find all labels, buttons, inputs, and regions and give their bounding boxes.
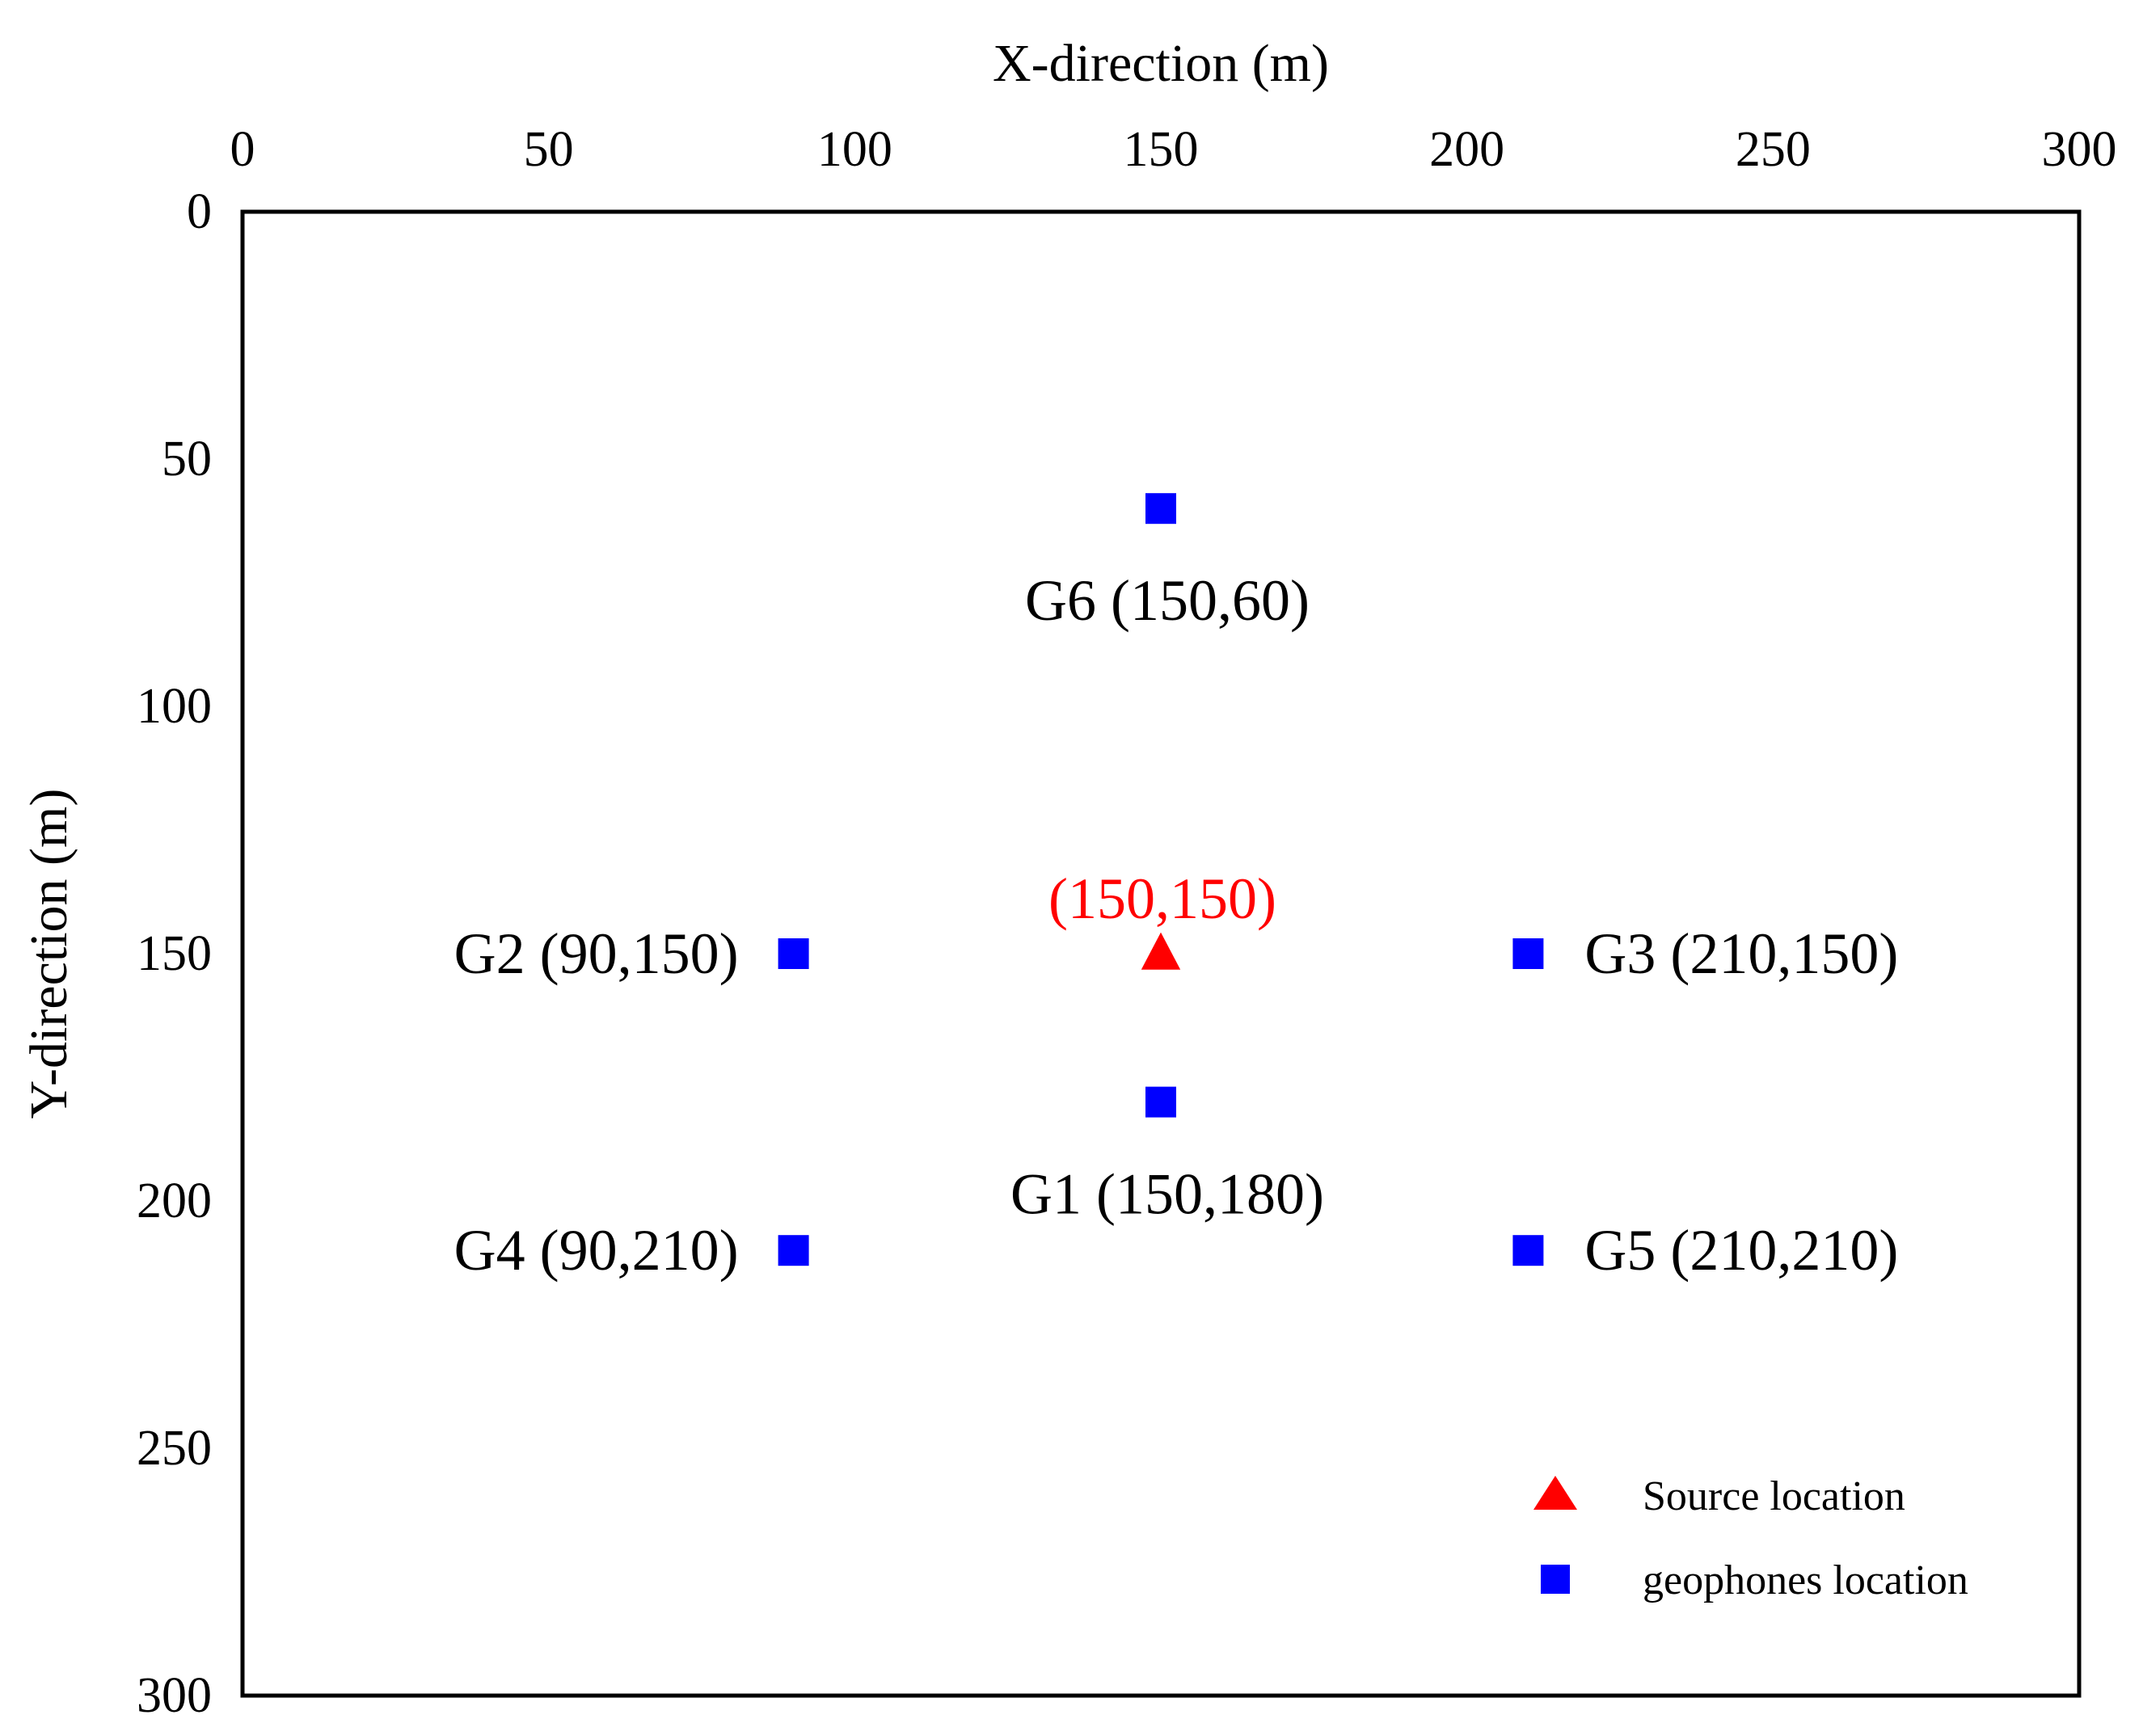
y-tick-label: 150 — [137, 926, 212, 981]
x-tick-label: 150 — [1124, 122, 1199, 177]
geophone-marker — [1145, 1086, 1176, 1118]
plot-frame — [240, 209, 2082, 1698]
data-points: (150,150) G1 (150,180) G2 (90,150) G3 (210,… — [454, 493, 1898, 1283]
y-tick-label: 300 — [137, 1668, 212, 1723]
y-tick-label: 100 — [137, 679, 212, 734]
source-label: (150,150) — [1048, 866, 1276, 931]
x-tick-label: 0 — [230, 122, 255, 177]
geophone-label: G2 (90,150) — [454, 921, 739, 986]
geophone-marker — [1145, 493, 1176, 525]
geophone-label: G5 (210,210) — [1584, 1218, 1898, 1283]
geophone-marker — [1512, 1235, 1544, 1266]
geophone-label: G3 (210,150) — [1584, 921, 1898, 986]
legend-label: Source location — [1643, 1473, 1905, 1519]
x-tick-label: 300 — [2042, 122, 2117, 177]
geophone-marker — [1512, 938, 1544, 969]
x-tick-label: 200 — [1429, 122, 1504, 177]
geophone-label: G6 (150,60) — [1025, 568, 1310, 633]
y-tick-labels: 0 50 100 150 200 250 300 — [137, 184, 212, 1723]
legend-label: geophones location — [1643, 1557, 1968, 1603]
x-axis-title: X-direction (m) — [993, 34, 1329, 93]
source-marker — [1141, 932, 1181, 970]
y-tick-label: 0 — [187, 184, 212, 239]
legend-triangle-marker — [1533, 1476, 1577, 1510]
y-tick-label: 250 — [137, 1421, 212, 1476]
y-tick-label: 200 — [137, 1173, 212, 1228]
x-tick-label: 50 — [524, 122, 574, 177]
geophone-marker — [778, 1235, 809, 1266]
legend: Source location geophones location — [1533, 1473, 1968, 1603]
legend-square-marker — [1541, 1565, 1570, 1594]
x-tick-label: 250 — [1736, 122, 1811, 177]
x-tick-label: 100 — [817, 122, 892, 177]
y-tick-label: 50 — [162, 432, 212, 487]
geophone-marker — [778, 938, 809, 969]
geophone-label: G1 (150,180) — [1010, 1162, 1324, 1227]
x-tick-labels: 0 50 100 150 200 250 300 — [230, 122, 2117, 177]
geophone-label: G4 (90,210) — [454, 1218, 739, 1283]
y-axis-title: Y-direction (m) — [19, 789, 78, 1119]
